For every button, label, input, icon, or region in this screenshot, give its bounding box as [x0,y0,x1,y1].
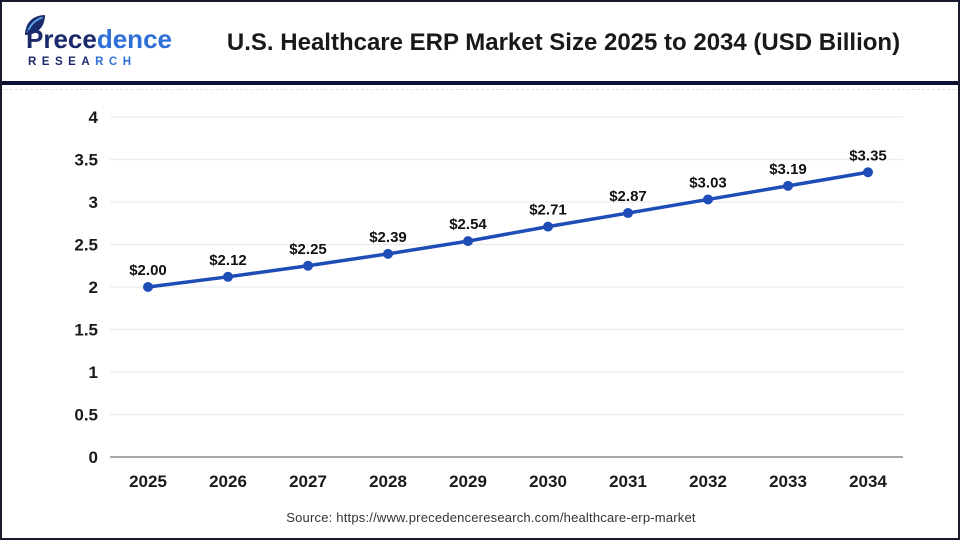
y-tick-label: 4 [89,108,99,127]
x-tick-label: 2025 [129,472,167,491]
y-tick-label: 2 [89,278,98,297]
data-point-label: $2.25 [289,241,327,258]
chart-area: 0 0.5 1 1.5 2 2.5 3 3.5 4 2025 2026 2027 2028 2029 203… [0,85,960,540]
trend-line [146,170,870,289]
data-point-label: $2.39 [369,229,407,246]
y-tick-label: 2.5 [74,236,98,255]
header-divider-dashed [0,89,960,90]
logo-word-blue: dence [96,24,172,54]
x-tick-label: 2034 [849,472,887,491]
logo-sub-blue: RCH [95,56,137,68]
data-point-2031 [623,208,633,219]
data-point-2026 [223,271,233,282]
data-point-label: $2.00 [129,262,167,279]
data-point-label: $3.35 [849,147,887,164]
data-point-label: $2.87 [609,188,647,205]
y-tick-label: 1.5 [74,321,98,340]
y-tick-label: 1 [89,363,98,382]
y-tick-label: 3.5 [74,151,98,170]
source-attribution: Source: https://www.precedenceresearch.c… [286,510,696,525]
leaf-icon [25,15,45,35]
x-tick-label: 2033 [769,472,807,491]
data-point-2033 [783,180,793,191]
precedence-research-logo: Precedence RESEARCH [24,15,174,72]
x-tick-label: 2031 [609,472,647,491]
logo-subtitle: RESEARCH [28,56,137,68]
data-point-2029 [463,236,473,247]
x-tick-label: 2032 [689,472,727,491]
data-point-label: $3.19 [769,161,807,178]
x-tick-label: 2029 [449,472,487,491]
data-point-label: $2.12 [209,252,247,269]
data-point-label: $2.54 [449,216,487,233]
line-chart: 0 0.5 1 1.5 2 2.5 3 3.5 4 2025 2026 2027 2028 2029 203… [74,108,903,491]
chart-title: U.S. Healthcare ERP Market Size 2025 to … [226,29,901,56]
header-divider [0,81,960,85]
y-tick-label: 0 [89,448,98,467]
data-point-2027 [303,260,313,271]
data-point-2034 [863,167,873,178]
y-tick-label: 3 [89,193,98,212]
data-point-label: $2.71 [529,202,567,219]
data-point-label: $3.03 [689,174,727,191]
y-tick-label: 0.5 [74,406,98,425]
data-point-2028 [383,248,393,259]
logo-sub-dark: RESEA [28,56,96,68]
data-point-2032 [703,194,713,205]
data-point-2025 [143,282,153,292]
logo-word-dark: Prece [26,24,97,54]
x-tick-label: 2030 [529,472,567,491]
logo-wordmark: Precedence [26,24,172,54]
data-point-2030 [543,221,553,232]
x-tick-label: 2027 [289,472,327,491]
header: Precedence RESEARCH U.S. Healthcare ERP … [0,0,960,81]
x-tick-label: 2028 [369,472,407,491]
x-tick-label: 2026 [209,472,247,491]
